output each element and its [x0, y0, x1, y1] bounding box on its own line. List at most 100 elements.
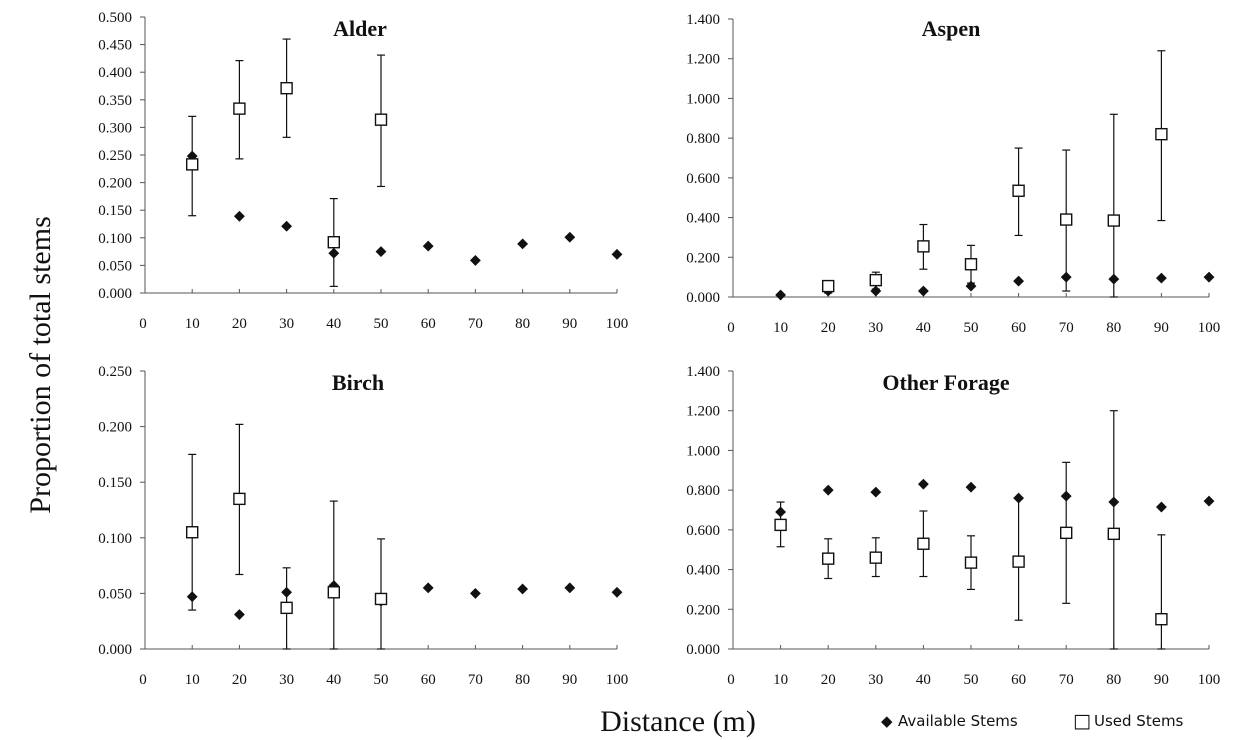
available-stems-point	[281, 586, 293, 598]
y-tick-label: 0.050	[98, 586, 132, 602]
panel-title: Aspen	[922, 16, 981, 41]
x-tick-label: 50	[964, 672, 979, 688]
y-tick-label: 0.150	[98, 203, 132, 219]
available-stems-point	[917, 478, 929, 490]
available-stems-point	[917, 285, 929, 297]
legend-available-label: Available Stems	[898, 712, 1018, 730]
y-tick-label: 0.000	[98, 642, 132, 658]
available-stems-point	[517, 583, 529, 595]
available-stems-point	[1155, 272, 1167, 284]
x-tick-label: 90	[562, 672, 577, 688]
legend-used-label: Used Stems	[1094, 712, 1184, 730]
y-axis-title: Proportion of total stems	[24, 216, 57, 513]
legend-available-symbol: ◆	[881, 712, 893, 730]
y-tick-label: 0.250	[98, 148, 132, 164]
x-tick-label: 60	[1011, 672, 1026, 688]
available-stems-point	[1203, 495, 1215, 507]
y-tick-label: 0.200	[98, 176, 132, 192]
used-stems-point	[233, 102, 246, 115]
x-tick-label: 100	[1198, 320, 1221, 336]
used-stems-point	[280, 601, 293, 615]
x-tick-label: 10	[773, 320, 788, 336]
y-tick-label: 0.250	[98, 364, 132, 380]
x-tick-label: 10	[185, 316, 200, 332]
y-tick-label: 0.500	[98, 10, 132, 26]
available-stems-point	[186, 591, 198, 603]
x-tick-label: 60	[1011, 320, 1026, 336]
available-stems-point	[611, 586, 623, 598]
x-tick-label: 0	[139, 672, 147, 688]
y-tick-label: 0.800	[686, 483, 720, 499]
y-tick-label: 0.600	[686, 523, 720, 539]
x-tick-label: 80	[1106, 672, 1121, 688]
x-tick-label: 90	[1154, 672, 1169, 688]
used-stems-point	[869, 551, 882, 564]
x-tick-label: 80	[1106, 320, 1121, 336]
y-tick-label: 1.200	[686, 52, 720, 68]
available-stems-point	[564, 582, 576, 594]
panel-title: Birch	[332, 370, 384, 395]
available-stems-point	[1013, 492, 1025, 504]
x-tick-label: 90	[1154, 320, 1169, 336]
used-stems-point	[1059, 213, 1073, 226]
available-stems-point	[965, 280, 977, 292]
x-tick-label: 70	[1059, 320, 1074, 336]
available-stems-point	[517, 238, 529, 250]
available-stems-point	[1060, 271, 1072, 283]
available-stems-point	[233, 609, 245, 620]
used-stems-point	[1107, 214, 1121, 227]
y-tick-label: 0.000	[686, 290, 720, 306]
available-stems-point	[375, 246, 387, 258]
x-tick-label: 40	[326, 316, 341, 332]
available-stems-point	[564, 231, 576, 243]
x-tick-label: 50	[374, 316, 389, 332]
available-stems-point	[469, 255, 481, 266]
x-tick-label: 10	[773, 672, 788, 688]
x-tick-label: 10	[185, 672, 200, 688]
x-tick-label: 30	[279, 316, 294, 332]
x-tick-label: 20	[232, 316, 247, 332]
used-stems-point	[233, 492, 246, 506]
y-tick-label: 0.000	[686, 642, 720, 658]
x-tick-label: 100	[606, 316, 629, 332]
y-tick-label: 0.000	[98, 286, 132, 302]
x-tick-label: 60	[421, 672, 436, 688]
x-tick-label: 30	[868, 672, 883, 688]
x-axis-title: Distance (m)	[600, 705, 756, 738]
y-tick-label: 1.400	[686, 364, 720, 380]
available-stems-point	[1060, 490, 1072, 502]
x-tick-label: 0	[727, 320, 735, 336]
available-stems-point	[1108, 496, 1120, 508]
used-stems-point	[280, 82, 293, 95]
y-tick-label: 0.200	[98, 420, 132, 436]
used-stems-point	[1155, 613, 1168, 626]
y-tick-label: 0.050	[98, 258, 132, 274]
y-tick-label: 0.350	[98, 93, 132, 109]
x-tick-label: 90	[562, 316, 577, 332]
used-stems-point	[327, 236, 340, 249]
used-stems-point	[964, 258, 978, 271]
x-tick-label: 0	[139, 316, 147, 332]
x-tick-label: 100	[1198, 672, 1221, 688]
x-tick-label: 40	[916, 672, 931, 688]
used-stems-point	[374, 592, 388, 606]
available-stems-point	[422, 582, 434, 594]
y-tick-label: 0.150	[98, 475, 132, 491]
used-stems-point	[1155, 127, 1168, 141]
used-stems-point	[1012, 555, 1025, 568]
x-tick-label: 50	[964, 320, 979, 336]
available-stems-point	[775, 289, 787, 301]
y-tick-label: 1.000	[686, 91, 720, 107]
y-tick-label: 0.200	[686, 250, 720, 266]
x-tick-label: 30	[868, 320, 883, 336]
y-tick-label: 0.450	[98, 38, 132, 54]
used-stems-point	[185, 158, 199, 171]
available-stems-point	[965, 481, 977, 493]
used-stems-point	[1059, 526, 1073, 540]
x-tick-label: 20	[821, 320, 836, 336]
x-tick-label: 70	[468, 316, 483, 332]
y-tick-label: 0.100	[98, 531, 132, 547]
available-stems-point	[328, 247, 340, 259]
used-stems-point	[869, 273, 882, 287]
